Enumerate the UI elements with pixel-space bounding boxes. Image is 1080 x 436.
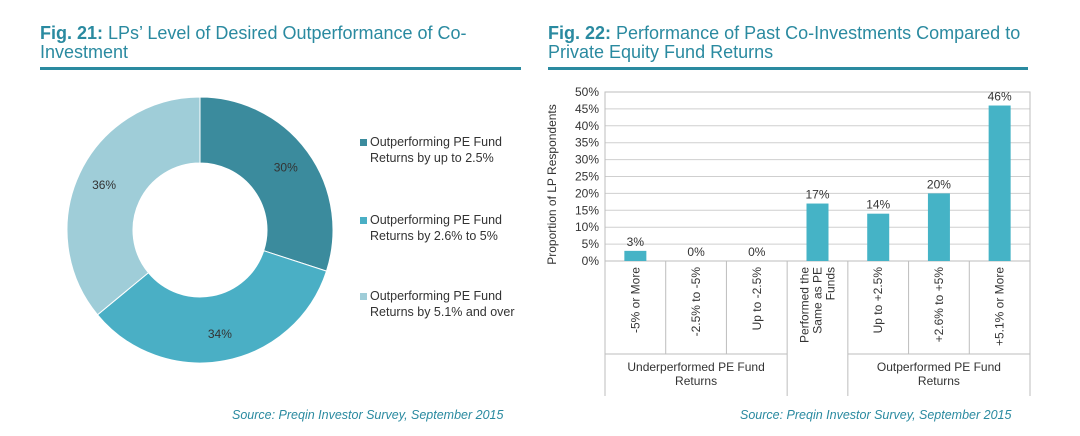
- bar: [927, 193, 950, 261]
- x-category-label-line: Up to -2.5%: [750, 267, 764, 331]
- donut-legend: Outperforming PE Fund Returns by up to 2…: [360, 134, 525, 344]
- legend-label: Outperforming PE Fund Returns by up to 2…: [370, 135, 503, 165]
- x-category-label-line: Funds: [824, 267, 838, 300]
- slice-label: 30%: [274, 161, 298, 175]
- bar-value-label: 0%: [687, 245, 705, 259]
- x-group-label: Underperformed PE Fund Returns: [627, 360, 764, 388]
- x-group-label-line: Underperformed PE Fund: [627, 360, 764, 374]
- donut-chart: 30% 34% 36%: [66, 96, 334, 364]
- fig22-title-text: Performance of Past Co-Investments Compa…: [548, 23, 1021, 62]
- bar-value-label: 20%: [927, 177, 951, 191]
- bar-chart: 0% 5% 10% 15% 20% 25% 30% 35% 40% 45% 50% Proportio…: [545, 85, 1031, 396]
- y-tick-label: 15%: [575, 203, 599, 217]
- y-tick-label: 10%: [575, 220, 599, 234]
- x-category-label: Performed theSame as PEFunds: [798, 267, 838, 343]
- x-category-label-line: +2.6% to +5%: [932, 267, 946, 343]
- bar: [806, 203, 829, 261]
- x-group-label-line: Returns: [675, 374, 717, 388]
- fig21-title-number: Fig. 21:: [40, 23, 104, 43]
- x-category-label: Up to +2.5%: [871, 267, 885, 334]
- y-tick-label: 0%: [582, 254, 600, 268]
- x-category-label-line: Performed the: [798, 267, 812, 343]
- x-group-label: Outperformed PE Fund Returns: [877, 360, 1001, 388]
- fig21-source: Source: Preqin Investor Survey, Septembe…: [232, 408, 504, 422]
- legend-label: Outperforming PE Fund Returns by 5.1% an…: [370, 289, 515, 319]
- x-group-label-line: Outperformed PE Fund: [877, 360, 1001, 374]
- bar: [988, 105, 1011, 261]
- x-category-label-line: +5.1% or More: [993, 267, 1007, 346]
- x-category-label-line: -5% or More: [628, 267, 642, 333]
- fig22-title: Fig. 22: Performance of Past Co-Investme…: [548, 24, 1048, 62]
- bar-value-label: 46%: [988, 90, 1012, 104]
- slice-label: 34%: [208, 327, 232, 341]
- y-tick-label: 20%: [575, 186, 599, 200]
- y-tick-label: 5%: [582, 237, 600, 251]
- slice-label: 36%: [92, 178, 116, 192]
- x-category-label: -2.5% to -5%: [689, 267, 703, 337]
- fig21-title-rule: [40, 67, 521, 70]
- x-category-label-line: Up to +2.5%: [871, 267, 885, 334]
- legend-swatch: [360, 217, 367, 224]
- y-tick-label: 25%: [575, 170, 599, 184]
- fig21-title-text: LPs’ Level of Desired Outperformance of …: [40, 23, 467, 62]
- x-category-label-line: Same as PE: [811, 267, 825, 334]
- x-category-label: -5% or More: [628, 267, 642, 333]
- x-category-label-line: -2.5% to -5%: [689, 267, 703, 337]
- y-tick-label: 35%: [575, 136, 599, 150]
- y-tick-label: 40%: [575, 119, 599, 133]
- y-axis-label: Proportion of LP Respondents: [545, 104, 559, 265]
- y-tick-label: 50%: [575, 85, 599, 99]
- x-group-label-line: Returns: [918, 374, 960, 388]
- donut-slice: [96, 250, 328, 364]
- bar: [624, 250, 647, 261]
- legend-swatch: [360, 293, 367, 300]
- bar: [867, 213, 890, 261]
- fig22-source: Source: Preqin Investor Survey, Septembe…: [740, 408, 1012, 422]
- donut-slice: [66, 96, 201, 316]
- bar-value-label: 14%: [866, 198, 890, 212]
- x-category-label: +2.6% to +5%: [932, 267, 946, 343]
- x-category-label: Up to -2.5%: [750, 267, 764, 331]
- fig21-title: Fig. 21: LPs’ Level of Desired Outperfor…: [40, 24, 510, 62]
- x-category-label: +5.1% or More: [993, 267, 1007, 346]
- legend-label: Outperforming PE Fund Returns by 2.6% to…: [370, 213, 503, 243]
- legend-swatch: [360, 139, 367, 146]
- bar-value-label: 0%: [748, 245, 766, 259]
- bar-value-label: 3%: [627, 235, 645, 249]
- fig22-title-number: Fig. 22:: [548, 23, 612, 43]
- fig22-title-rule: [548, 67, 1028, 70]
- donut-slice: [199, 96, 334, 272]
- bar-value-label: 17%: [805, 188, 829, 202]
- y-tick-label: 45%: [575, 102, 599, 116]
- y-tick-label: 30%: [575, 153, 599, 167]
